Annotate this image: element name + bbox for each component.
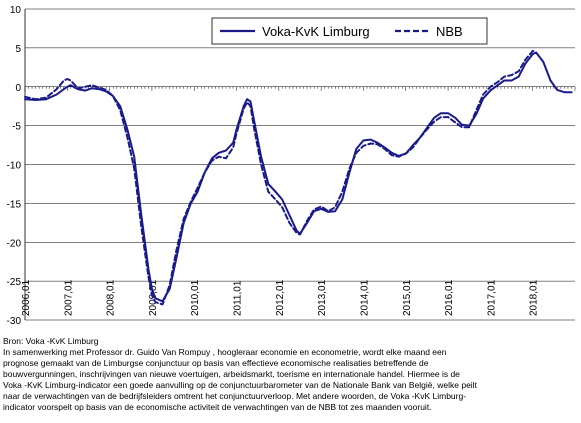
- x-tick-label: 2016,01: [444, 279, 455, 316]
- series-line-nbb: [24, 50, 538, 306]
- description-line: naar de verwachtingen van de bedrijfslei…: [3, 391, 467, 401]
- legend-label-nbb: NBB: [436, 24, 463, 39]
- legend: Voka-KvK Limburg NBB: [211, 17, 488, 45]
- line-chart: 10 5 0 -5 -10 -15 -20 -25 -30 2006,01 2007,01 2008…: [7, 5, 576, 327]
- source-note: Bron: Voka -KvK Limburg: [3, 336, 99, 346]
- y-tick-label: 10: [10, 5, 22, 16]
- x-tick-label: 2012,01: [275, 279, 286, 316]
- y-tick-label: -20: [7, 238, 22, 249]
- y-tick-label: -30: [7, 316, 22, 327]
- series-line-voka: [24, 51, 573, 303]
- x-tick-label: 2006,01: [21, 279, 32, 316]
- legend-label-voka: Voka-KvK Limburg: [262, 24, 370, 39]
- x-tick-label: 2007,01: [63, 279, 74, 316]
- x-tick-label: 2008,01: [106, 279, 117, 316]
- y-tick-label: -5: [12, 122, 21, 133]
- x-tick-label: 2018,01: [529, 279, 540, 316]
- x-tick-label: 2011,01: [233, 280, 244, 316]
- description-line: Voka -KvK Limburg-indicator een goede aa…: [3, 380, 477, 390]
- x-tick-label: 2013,01: [317, 279, 328, 316]
- y-tick-label: -25: [7, 277, 22, 288]
- description-line: prognose gemaakt van de Limburgse conjun…: [3, 358, 429, 368]
- description-line: indicator voorspelt op basis van de econ…: [3, 402, 432, 412]
- x-tick-label: 2015,01: [402, 279, 413, 316]
- description-line: bouwvergunningen, inschrijvingen van nie…: [3, 369, 460, 379]
- data-series: [24, 50, 573, 306]
- gridlines: [25, 8, 575, 321]
- x-tick-label: 2010,01: [190, 279, 201, 316]
- description-line: In samenwerking met Professor dr. Guido …: [3, 347, 447, 357]
- x-tick-label: 2017,01: [486, 279, 497, 316]
- y-tick-label: -15: [7, 199, 22, 210]
- y-tick-label: 5: [15, 44, 21, 55]
- y-tick-label: 0: [15, 83, 21, 94]
- x-axis: 2006,01 2007,01 2008,01 2009,01 2010,01 2011,…: [21, 86, 576, 316]
- y-tick-label: -10: [7, 161, 22, 172]
- legend-box: [211, 17, 488, 45]
- y-axis: 10 5 0 -5 -10 -15 -20 -25 -30: [7, 5, 26, 327]
- x-tick-label: 2014,01: [359, 279, 370, 316]
